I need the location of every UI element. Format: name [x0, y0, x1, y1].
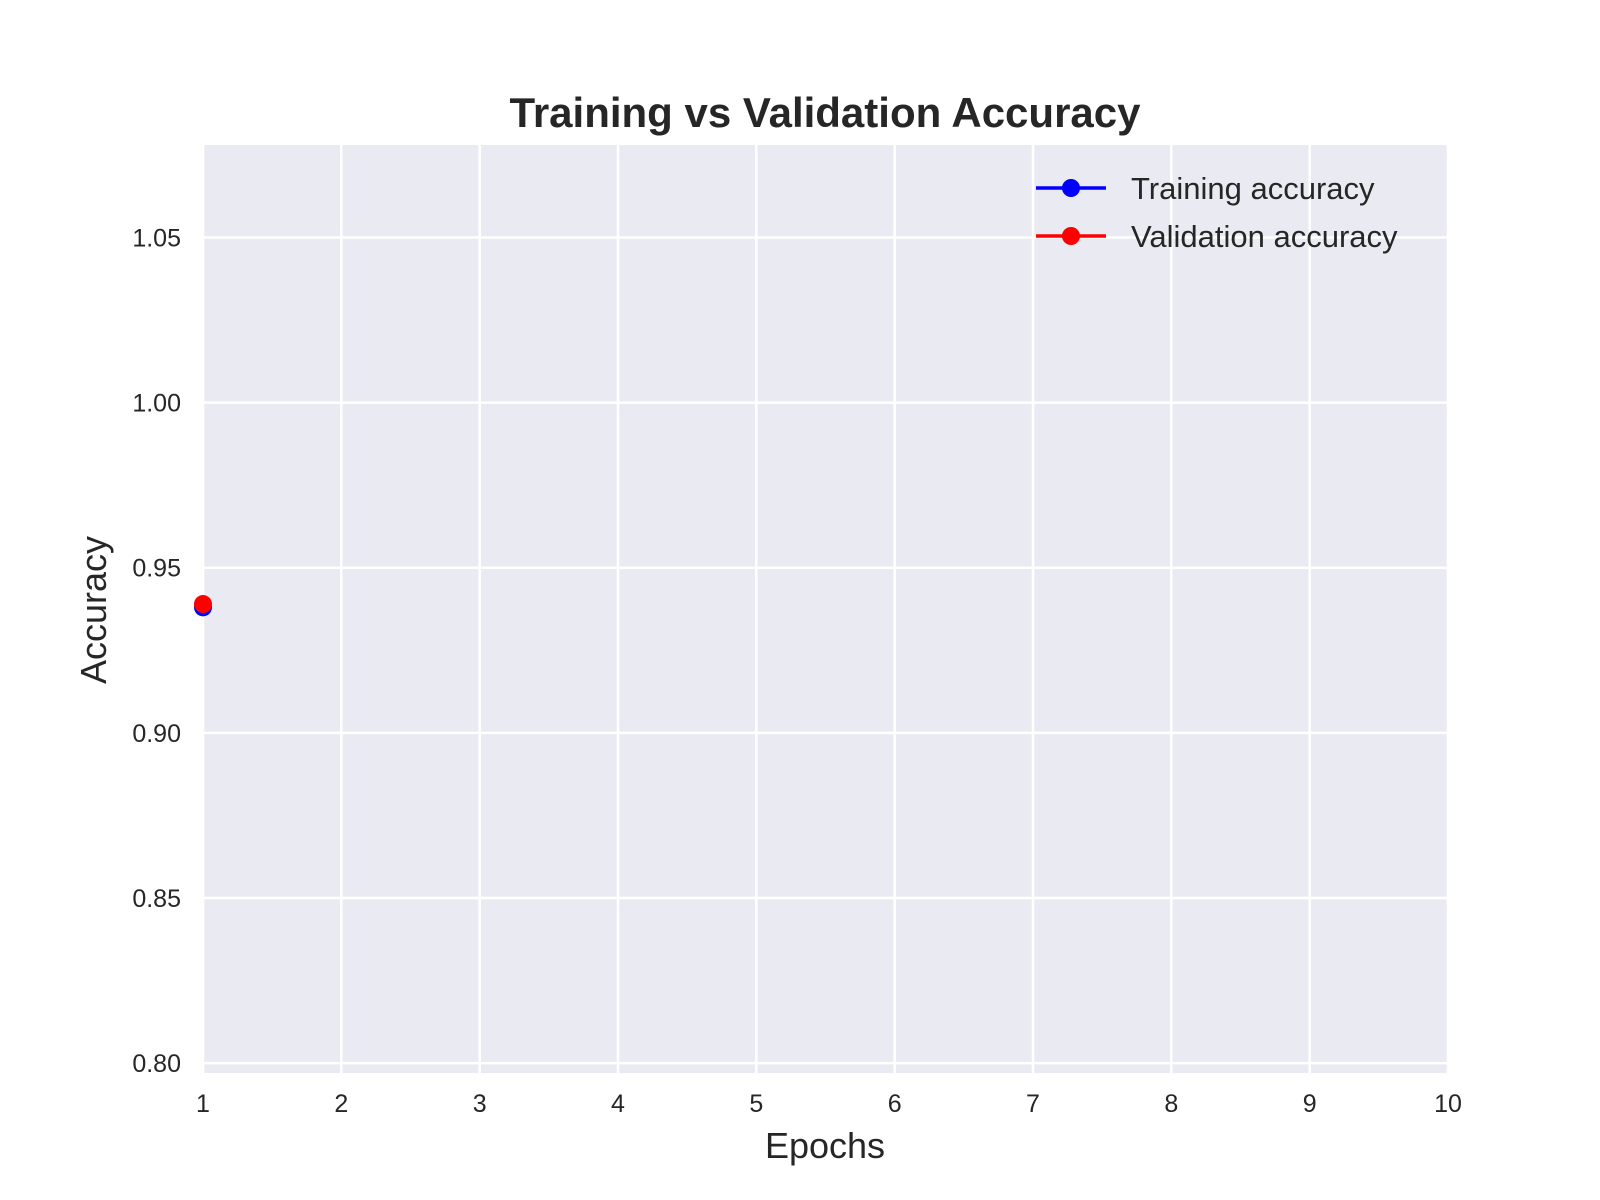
legend-entry-0: Training accuracy: [1036, 171, 1375, 206]
legend-label: Validation accuracy: [1131, 219, 1398, 254]
x-tick-label: 7: [1026, 1090, 1040, 1118]
y-tick-label: 1.00: [132, 390, 181, 418]
y-axis-label: Accuracy: [73, 536, 114, 684]
data-point: [194, 595, 212, 614]
x-axis-ticks: 1 2 3 4 5 6 7 8 9 10: [196, 1090, 1462, 1118]
x-tick-label: 4: [611, 1090, 625, 1118]
y-tick-label: 1.05: [132, 224, 181, 252]
x-tick-label: 5: [749, 1090, 763, 1118]
series-1: [194, 595, 212, 614]
grid: [201, 145, 1450, 1073]
x-tick-label: 2: [334, 1090, 348, 1118]
legend-marker: [1062, 227, 1080, 245]
x-tick-label: 3: [473, 1090, 487, 1118]
y-tick-label: 0.95: [132, 555, 181, 583]
legend-marker: [1062, 179, 1080, 197]
series-layer: [194, 595, 212, 617]
legend-entry-1: Validation accuracy: [1036, 219, 1398, 254]
x-tick-label: 8: [1164, 1090, 1178, 1118]
x-tick-label: 6: [888, 1090, 902, 1118]
x-tick-label: 10: [1434, 1090, 1462, 1118]
y-tick-label: 0.80: [132, 1050, 181, 1078]
legend: Training accuracy Validation accuracy: [1036, 171, 1398, 254]
x-tick-label: 9: [1303, 1090, 1317, 1118]
x-axis-label: Epochs: [765, 1125, 885, 1166]
plot-background: [203, 145, 1448, 1073]
y-axis-ticks: 0.80 0.85 0.90 0.95 1.00 1.05: [132, 224, 181, 1078]
y-tick-label: 0.90: [132, 720, 181, 748]
chart-title: Training vs Validation Accuracy: [509, 89, 1141, 136]
y-tick-label: 0.85: [132, 885, 181, 913]
legend-label: Training accuracy: [1131, 171, 1375, 206]
x-tick-label: 1: [196, 1090, 210, 1118]
